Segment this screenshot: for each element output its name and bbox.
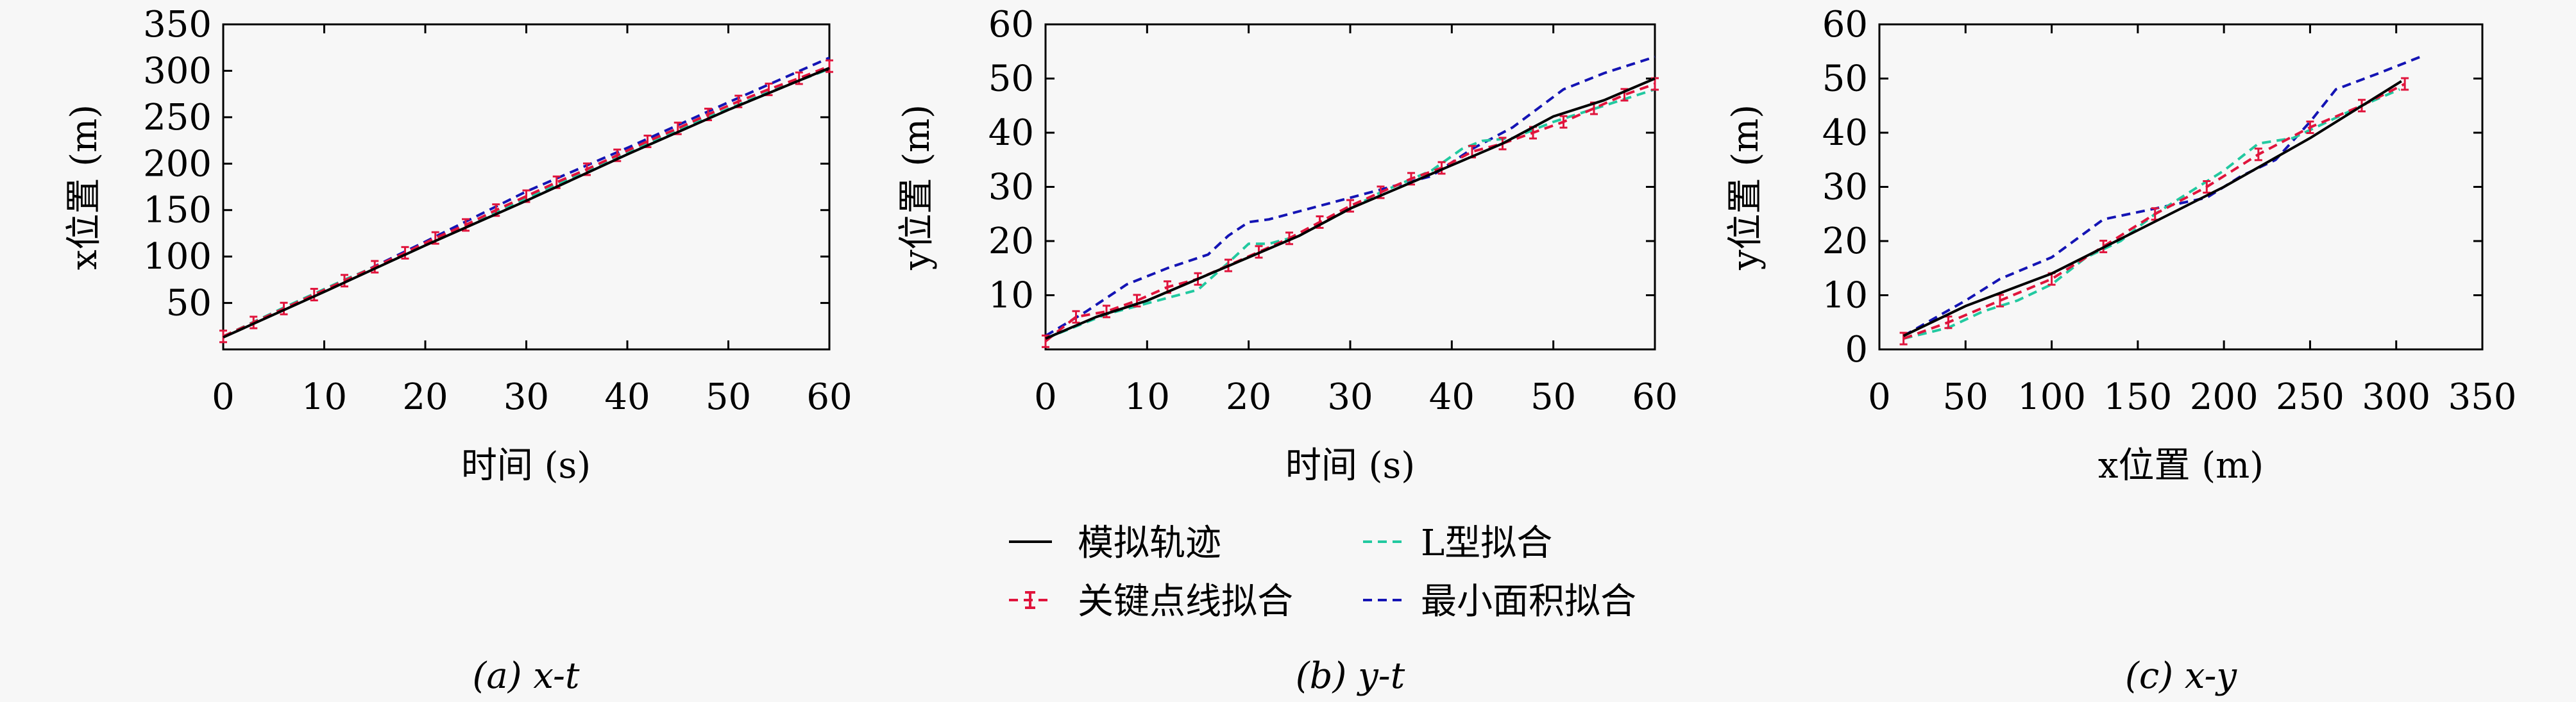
subplot-x-y: 0 50 100 150 200 250 300 350 0 10 20 30 40 50 60 x位置 (… — [1725, 4, 2516, 697]
y-axis-label: x位置 (m) — [64, 104, 105, 270]
x-tick-label: 20 — [402, 376, 448, 418]
y-tick-label: 30 — [988, 167, 1034, 208]
y-axis-label: y位置 (m) — [1725, 104, 1767, 271]
legend-label: L型拟合 — [1421, 522, 1552, 564]
y-tick-label: 100 — [143, 236, 212, 278]
series-layer — [219, 56, 833, 344]
y-tick-label: 60 — [1822, 4, 1868, 46]
y-tick-label: 50 — [166, 283, 212, 324]
axis-ticks: 0 50 100 150 200 250 300 350 0 10 20 30 40 50 60 — [1822, 4, 2517, 418]
x-tick-label: 60 — [806, 376, 852, 418]
series-layer — [1899, 55, 2421, 346]
x-tick-label: 10 — [301, 376, 347, 418]
y-tick-label: 200 — [143, 143, 212, 185]
legend-label: 关键点线拟合 — [1078, 581, 1293, 623]
subplot-caption: (b) y-t — [1296, 655, 1405, 697]
legend-item-sim: 模拟轨迹 — [1009, 522, 1221, 564]
x-tick-label: 40 — [604, 376, 650, 418]
x-axis-label: 时间 (s) — [1285, 445, 1415, 487]
x-tick-label: 50 — [1530, 376, 1576, 418]
x-tick-label: 60 — [1632, 376, 1677, 418]
y-tick-label: 20 — [1822, 221, 1868, 262]
series-line-sim — [223, 67, 830, 339]
x-tick-label: 150 — [2103, 376, 2172, 418]
x-tick-label: 0 — [1868, 376, 1891, 418]
x-tick-label: 350 — [2448, 376, 2517, 418]
subplot-y-t: 0 10 20 30 40 50 60 10 20 30 40 50 60 时间 (s) y位置 (m)… — [896, 4, 1678, 697]
x-axis-label: 时间 (s) — [461, 445, 591, 487]
x-tick-label: 50 — [706, 376, 751, 418]
x-tick-label: 300 — [2362, 376, 2430, 418]
subplot-caption: (a) x-t — [473, 655, 580, 697]
x-tick-label: 0 — [1034, 376, 1057, 418]
y-tick-label: 50 — [988, 58, 1034, 100]
series-line-minarea — [1044, 55, 1656, 337]
y-tick-label: 10 — [988, 275, 1034, 317]
legend-label: 模拟轨迹 — [1078, 522, 1221, 564]
legend-item-lshape: L型拟合 — [1363, 522, 1552, 564]
y-tick-label: 150 — [143, 190, 212, 231]
x-tick-label: 0 — [212, 376, 235, 418]
y-axis-label: y位置 (m) — [896, 104, 938, 271]
y-tick-label: 50 — [1822, 58, 1868, 100]
x-tick-label: 100 — [2017, 376, 2086, 418]
x-tick-label: 50 — [1943, 376, 1988, 418]
axis-ticks: 0 10 20 30 40 50 60 10 20 30 40 50 60 — [988, 4, 1678, 418]
x-tick-label: 30 — [504, 376, 549, 418]
y-tick-label: 250 — [143, 97, 212, 138]
legend-item-keypoint: 关键点线拟合 — [1009, 581, 1293, 623]
y-tick-label: 300 — [143, 50, 212, 92]
legend: 模拟轨迹 L型拟合 关键点线拟合 最小面积拟合 — [1009, 522, 1636, 623]
y-tick-label: 0 — [1845, 329, 1868, 371]
legend-label: 最小面积拟合 — [1421, 581, 1636, 623]
x-tick-label: 10 — [1124, 376, 1170, 418]
x-axis-label: x位置 (m) — [2098, 445, 2264, 487]
x-tick-label: 200 — [2190, 376, 2258, 418]
y-tick-label: 40 — [1822, 112, 1868, 154]
y-tick-label: 350 — [143, 4, 212, 46]
series-line-sim — [1045, 77, 1656, 340]
series-line-keypoint — [223, 65, 830, 338]
series-layer — [1042, 55, 1659, 348]
x-tick-label: 250 — [2276, 376, 2344, 418]
legend-item-minarea: 最小面积拟合 — [1363, 581, 1636, 623]
y-tick-label: 20 — [988, 221, 1034, 262]
x-tick-label: 30 — [1327, 376, 1373, 418]
x-tick-label: 40 — [1429, 376, 1475, 418]
series-line-sim — [1902, 80, 2402, 337]
y-tick-label: 60 — [988, 4, 1034, 46]
y-tick-label: 40 — [988, 112, 1034, 154]
y-tick-label: 30 — [1822, 167, 1868, 208]
y-tick-label: 10 — [1822, 275, 1868, 317]
series-line-minarea — [1902, 55, 2421, 337]
x-tick-label: 20 — [1226, 376, 1271, 418]
subplot-caption: (c) x-y — [2125, 655, 2237, 697]
